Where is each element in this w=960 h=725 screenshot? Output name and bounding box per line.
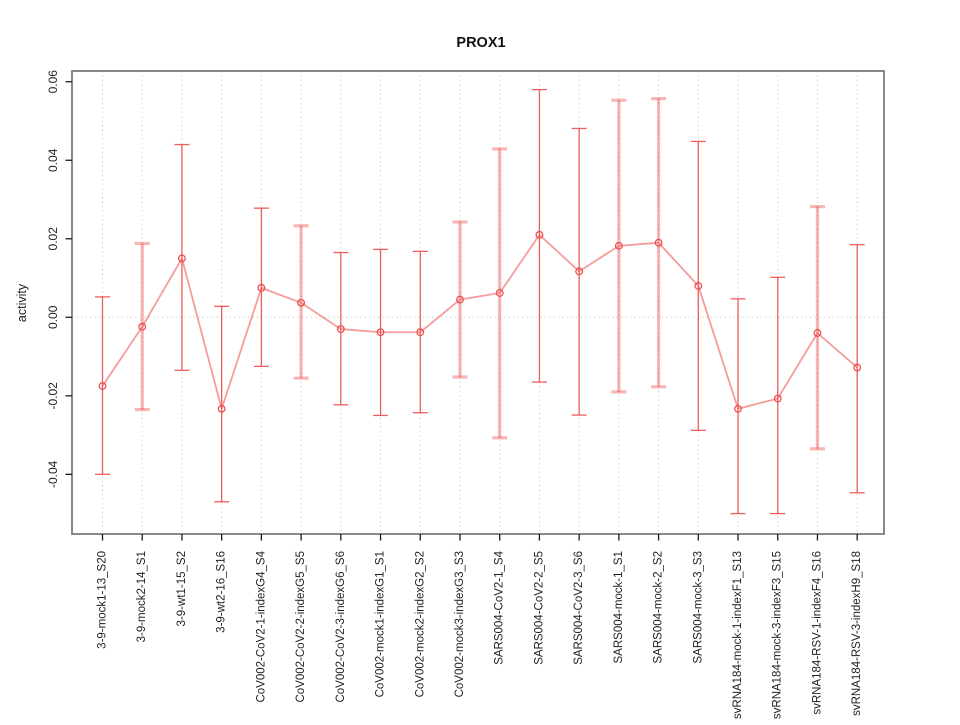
x-tick-label: 3-9-wt2-16_S16 (216, 551, 228, 633)
x-tick-label: CoV002-CoV2-3-indexG6_S6 (335, 551, 347, 703)
data-point (177, 254, 186, 263)
data-point (575, 267, 584, 276)
data-point (853, 363, 862, 372)
x-tick-label: SARS004-CoV2-3_S6 (573, 551, 585, 665)
x-tick-label: 3-9-wt1-15_S2 (176, 551, 188, 626)
series-polyline (101, 233, 858, 412)
x-tick-label: SARS004-mock-1_S1 (613, 551, 625, 664)
error-bar (849, 244, 865, 494)
data-points (98, 230, 862, 413)
data-point (614, 241, 623, 250)
error-bar (214, 305, 230, 503)
data-point (813, 329, 822, 337)
x-tick-label: SARS004-CoV2-1_S4 (494, 550, 506, 664)
y-tick-label: 0.06 (46, 70, 60, 94)
series-line (101, 233, 858, 412)
data-point (217, 404, 226, 413)
gridlines (102, 71, 858, 534)
x-tick-label: CoV002-mock2-indexG2_S2 (414, 551, 426, 697)
y-tick-label: 0.00 (46, 305, 60, 329)
x-tick-label: CoV002-mock3-indexG3_S3 (454, 551, 466, 697)
data-point (773, 394, 782, 403)
x-tick-label: CoV002-CoV2-2-indexG5_S5 (295, 551, 307, 703)
data-point (336, 325, 345, 334)
x-axis: 3-9-mock1-13_S20 3-9-mock2-14_S1 3-9-wt1-1… (97, 534, 863, 719)
data-point (495, 289, 504, 297)
data-point (654, 238, 663, 247)
data-point (456, 295, 464, 304)
y-axis-title: activity (15, 283, 29, 322)
plot-border (71, 70, 885, 535)
x-tick-label: 3-9-mock2-14_S1 (136, 551, 148, 642)
x-tick-label: SARS004-mock-2_S2 (653, 551, 665, 664)
data-point (376, 328, 385, 337)
data-point (734, 404, 742, 413)
data-point (535, 230, 544, 239)
x-tick-label: CoV002-CoV2-1-indexG4_S4 (255, 550, 267, 702)
x-tick-label: svRNA184-mock-3-indexF3_S15 (772, 551, 784, 719)
x-tick-label: svRNA184-RSV-1-indexF4_S16 (811, 551, 823, 715)
data-point (257, 283, 266, 292)
x-tick-label: CoV002-mock1-indexG1_S1 (375, 551, 387, 697)
x-tick-label: 3-9-mock1-13_S20 (97, 551, 109, 649)
y-tick-label: 0.04 (46, 148, 60, 172)
chart-title: PROX1 (456, 35, 505, 51)
error-bar (809, 204, 825, 451)
error-bars (95, 88, 865, 515)
data-point (297, 298, 306, 307)
x-tick-label: SARS004-CoV2-2_S5 (533, 551, 545, 665)
x-tick-label: svRNA184-mock-1-indexF1_S13 (732, 551, 744, 719)
y-tick-label: 0.02 (46, 227, 60, 251)
x-tick-label: svRNA184-RSV-3-indexH9_S18 (851, 551, 863, 716)
data-point (416, 328, 425, 337)
data-point (694, 281, 703, 290)
data-point (98, 382, 107, 390)
y-tick-label: -0.02 (46, 382, 60, 410)
y-axis: -0.04 -0.02 0.00 0.02 0.04 0.06 (46, 70, 72, 488)
y-tick-label: -0.04 (46, 460, 60, 488)
x-tick-label: SARS004-mock-3_S3 (692, 551, 704, 664)
data-point (138, 322, 147, 331)
